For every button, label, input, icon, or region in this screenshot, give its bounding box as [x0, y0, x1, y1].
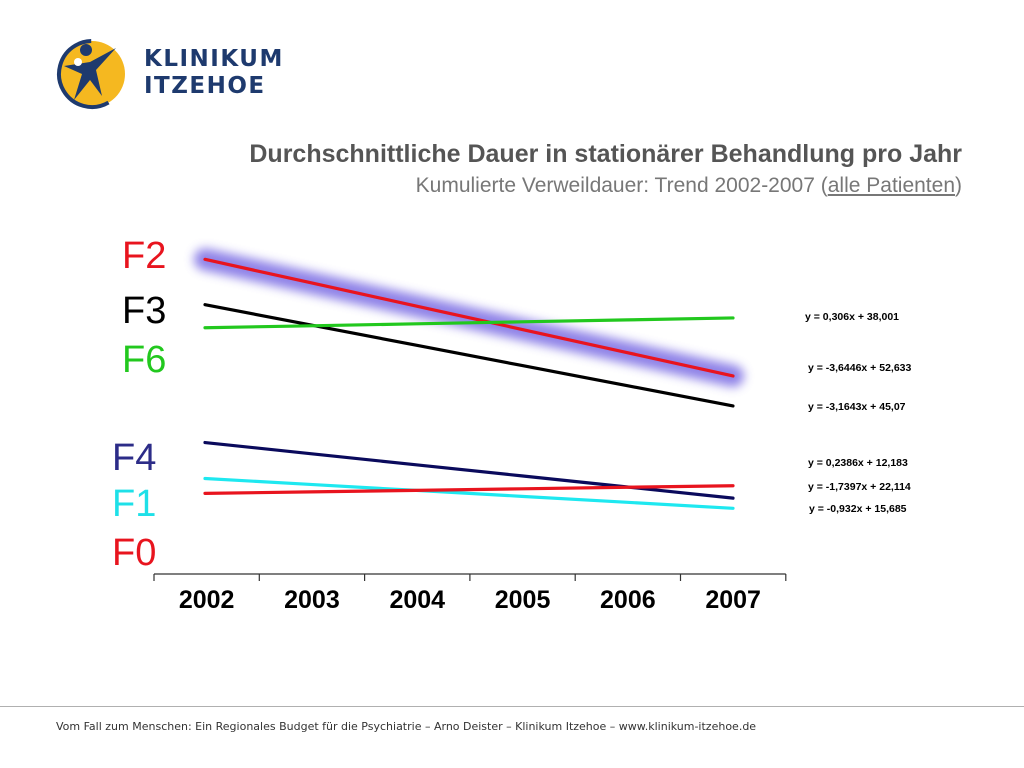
trend-equation: y = -3,1643x + 45,07: [808, 401, 906, 413]
trend-equation: y = -0,932x + 15,685: [809, 503, 907, 515]
group-label-f3: F3: [122, 290, 166, 332]
series-line-2: [203, 316, 735, 330]
subtitle-link[interactable]: alle Patienten: [827, 174, 955, 197]
trend-equation: y = 0,306x + 38,001: [805, 311, 899, 323]
series-line-3: [203, 440, 735, 500]
klinikum-logo: KLINIKUM ITZEHOE: [56, 36, 286, 116]
group-label-f0: F0: [112, 532, 156, 574]
trend-equation: y = 0,2386x + 12,183: [808, 457, 908, 469]
chart-title: Durchschnittliche Dauer in stationärer B…: [249, 140, 962, 168]
trend-equations: y = 0,306x + 38,001 y = -3,6446x + 52,633…: [805, 311, 911, 515]
group-label-f6: F6: [122, 339, 166, 381]
trend-equation: y = -1,7397x + 22,114: [808, 481, 911, 493]
subtitle-prefix: Kumulierte Verweildauer: Trend 2002-2007…: [415, 174, 828, 197]
series-line-5: [203, 484, 735, 496]
footer-divider: [0, 706, 1024, 707]
logo-figure-icon: [57, 39, 127, 109]
trend-equation: y = -3,6446x + 52,633: [808, 362, 911, 374]
x-tick-label: 2007: [705, 586, 761, 614]
x-tick-labels: 2002 2003 2004 2005 2006 2007: [179, 586, 761, 614]
x-tick-label: 2002: [179, 586, 235, 614]
chart-subtitle: Kumulierte Verweildauer: Trend 2002-2007…: [416, 174, 962, 198]
series-line-4: [203, 476, 735, 510]
series-line-0: [203, 257, 735, 378]
group-label-f2: F2: [122, 235, 166, 277]
x-tick-label: 2005: [495, 586, 551, 614]
logo-wordmark: KLINIKUM ITZEHOE: [144, 46, 284, 100]
x-tick-label: 2006: [600, 586, 656, 614]
logo-line-1: KLINIKUM: [144, 46, 284, 72]
x-tick-label: 2004: [389, 586, 445, 614]
subtitle-suffix: ): [955, 174, 962, 197]
series-line-1: [203, 303, 735, 408]
logo-line-2: ITZEHOE: [144, 73, 266, 99]
group-label-f1: F1: [112, 483, 156, 525]
x-axis: [153, 573, 787, 581]
group-label-f4: F4: [112, 437, 156, 479]
footer-text: Vom Fall zum Menschen: Ein Regionales Bu…: [56, 720, 757, 733]
x-tick-label: 2003: [284, 586, 340, 614]
series-lines: [203, 257, 735, 510]
